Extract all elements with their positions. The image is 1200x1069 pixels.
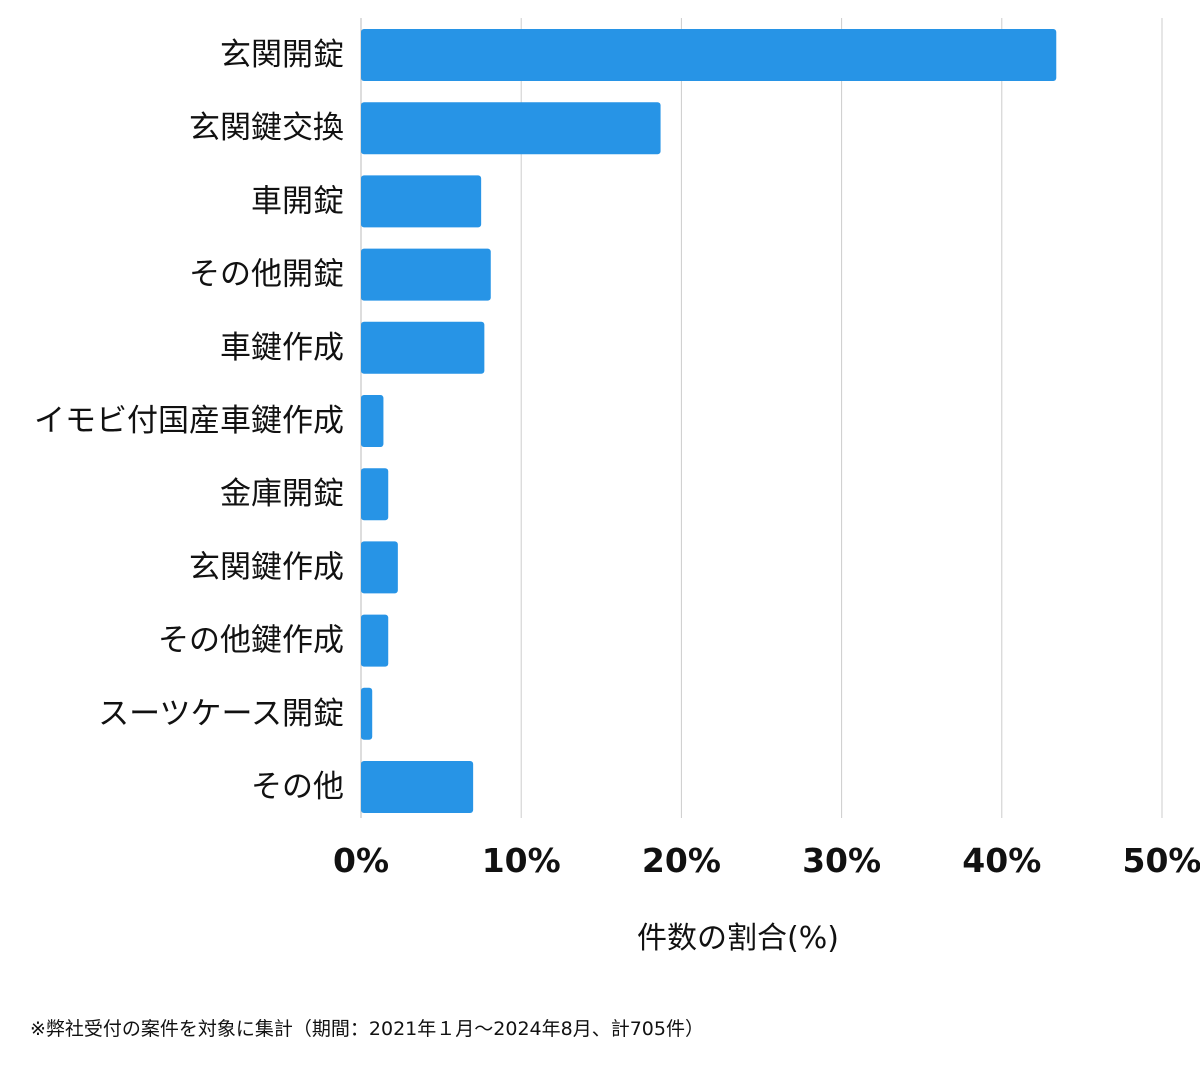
bar (361, 541, 398, 594)
x-tick-label: 0% (333, 841, 389, 880)
bar-chart: 玄関開錠玄関鍵交換車開錠その他開錠車鍵作成イモビ付国産車鍵作成金庫開錠玄関鍵作成… (34, 18, 1200, 956)
bar (361, 395, 384, 447)
bar (361, 102, 661, 155)
bars (361, 29, 1057, 813)
category-label: 玄関鍵作成 (189, 549, 344, 585)
category-label: スーツケース開錠 (98, 696, 344, 732)
bar (361, 761, 474, 813)
x-tick-label: 50% (1123, 841, 1200, 880)
category-label: その他鍵作成 (158, 623, 344, 659)
bar (361, 614, 389, 667)
bar (361, 29, 1057, 81)
category-label: その他開錠 (189, 257, 344, 293)
bar (361, 248, 491, 301)
category-labels: 玄関開錠玄関鍵交換車開錠その他開錠車鍵作成イモビ付国産車鍵作成金庫開錠玄関鍵作成… (34, 37, 344, 805)
category-label: 玄関開錠 (220, 37, 344, 73)
x-tick-label: 30% (802, 841, 881, 880)
footnote: ※弊社受付の案件を対象に集計（期間：2021年１月〜2024年8月、計705件） (30, 1018, 704, 1040)
bar (361, 468, 389, 521)
category-label: イモビ付国産車鍵作成 (34, 403, 344, 439)
x-tick-label: 10% (482, 841, 561, 880)
category-label: 玄関鍵交換 (189, 110, 344, 146)
bar (361, 687, 373, 740)
x-tick-label: 40% (962, 841, 1041, 880)
x-axis-title: 件数の割合(%) (637, 921, 839, 956)
category-label: 金庫開錠 (220, 476, 344, 512)
x-tick-labels: 0% 10% 20% 30% 40% 50% (333, 841, 1200, 880)
bar (361, 321, 485, 374)
category-label: 車鍵作成 (220, 330, 344, 366)
bar (361, 175, 482, 228)
category-label: 車開錠 (251, 183, 344, 219)
category-label: その他 (251, 769, 344, 805)
x-tick-label: 20% (642, 841, 721, 880)
